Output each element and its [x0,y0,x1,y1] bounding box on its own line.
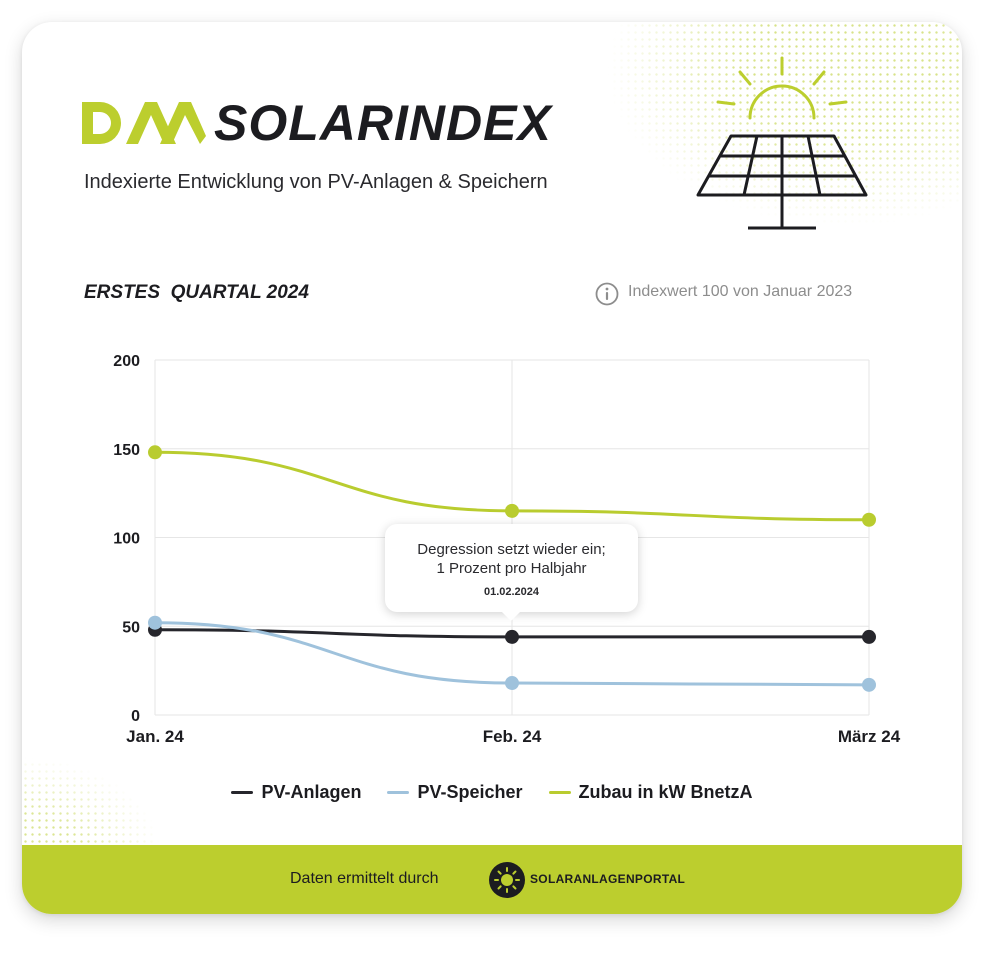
data-point [505,676,519,691]
data-point [148,445,162,460]
legend-swatch-pv-anlagen [231,791,254,794]
legend-item-pv-anlagen: PV-Anlagen [231,782,361,803]
footer-bar: Daten ermittelt durch SOLARANLAGENPORTAL [22,845,962,914]
footer-brand: SOLARANLAGENPORTAL [530,872,686,886]
x-tick-label: März 24 [838,727,901,746]
data-point [505,629,519,644]
chart-series [148,445,876,692]
legend-label: Zubau in kW BnetzA [578,782,753,802]
y-tick-label: 150 [113,442,140,459]
line-chart: 0 50 100 150 200 Jan. 24 Feb. 24 März 24 [113,353,901,746]
x-tick-label: Jan. 24 [126,727,184,746]
data-point [862,629,876,644]
solaranlagenportal-logo-icon [489,862,525,898]
infographic-card: SOLARINDEX Indexierte Entwicklung von PV… [22,22,962,914]
y-axis-labels: 0 50 100 150 200 [113,353,140,725]
legend-label: PV-Anlagen [261,782,362,802]
annotation-tooltip: Degression setzt wieder ein; 1 Prozent p… [385,524,638,621]
period-label: ERSTES QUARTAL 2024 [84,282,309,303]
x-tick-label: Feb. 24 [483,727,542,746]
chart-legend: PV-Anlagen PV-Speicher Zubau in kW Bnetz… [22,782,962,803]
legend-item-pv-speicher: PV-Speicher [387,782,523,803]
data-point [148,615,162,630]
legend-item-zubau: Zubau in kW BnetzA [548,782,753,803]
data-point [505,503,519,518]
data-point [862,677,876,692]
page-subtitle: Indexierte Entwicklung von PV-Anlagen & … [84,171,548,193]
legend-label: PV-Speicher [417,782,523,802]
y-tick-label: 0 [131,708,140,725]
data-point [862,512,876,527]
y-tick-label: 100 [113,531,140,548]
index-note: Indexwert 100 von Januar 2023 [628,283,853,300]
annotation-line-1: Degression setzt wieder ein; [417,541,606,558]
annotation-date: 01.02.2024 [483,586,540,598]
dot-pattern-bottom [22,712,252,852]
legend-swatch-zubau [548,791,571,794]
annotation-line-2: 1 Prozent pro Halbjahr [436,560,587,577]
legend-swatch-pv-speicher [387,791,410,794]
solar-panel-icon [696,56,868,230]
y-tick-label: 200 [113,353,140,370]
page-title: SOLARINDEX [214,95,552,151]
daa-logo [82,102,206,144]
y-tick-label: 50 [122,619,140,636]
footer-text: Daten ermittelt durch [290,870,439,887]
info-icon [595,282,619,306]
x-axis-labels: Jan. 24 Feb. 24 März 24 [126,727,901,746]
